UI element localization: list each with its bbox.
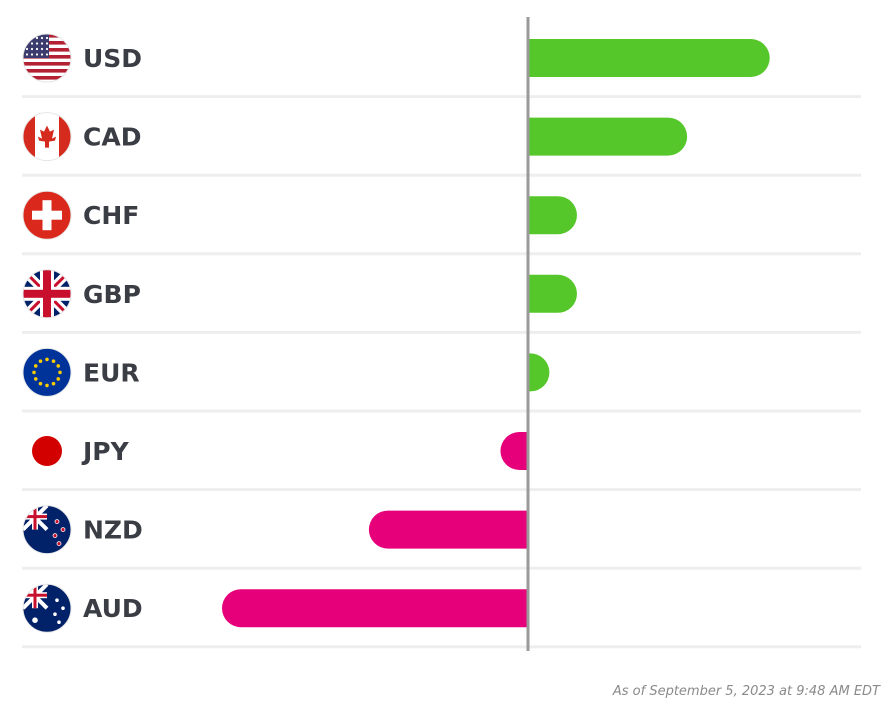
currency-label-nzd: NZD bbox=[83, 516, 143, 545]
currency-label-jpy: JPY bbox=[81, 437, 130, 466]
currency-label-eur: EUR bbox=[83, 358, 140, 387]
bar-cad bbox=[528, 117, 688, 156]
japan-flag-icon bbox=[23, 427, 71, 475]
currency-labels: USD CAD CHF GBP EUR JPY NZD AUD bbox=[81, 44, 143, 623]
eu-flag-icon bbox=[22, 347, 72, 397]
bar-nzd bbox=[368, 510, 528, 549]
row-divider bbox=[22, 409, 861, 413]
row-divider bbox=[22, 252, 861, 256]
row-divider bbox=[22, 330, 861, 334]
australia-flag-icon bbox=[22, 583, 72, 633]
canada-flag-icon bbox=[22, 112, 72, 162]
row-divider bbox=[22, 566, 861, 570]
bar-usd bbox=[528, 39, 770, 77]
bar-gbp bbox=[528, 274, 577, 313]
row-divider bbox=[22, 95, 861, 99]
bar-chf bbox=[528, 196, 577, 235]
currency-label-usd: USD bbox=[83, 44, 142, 73]
timestamp-footnote: As of September 5, 2023 at 9:48 AM EDT bbox=[612, 684, 880, 699]
bar-jpy bbox=[500, 432, 528, 470]
bars bbox=[222, 39, 770, 628]
new-zealand-flag-icon bbox=[22, 505, 72, 555]
bar-aud bbox=[222, 589, 528, 628]
switzerland-flag-icon bbox=[22, 190, 72, 240]
row-divider bbox=[22, 645, 861, 649]
row-dividers bbox=[22, 95, 861, 649]
us-flag-icon bbox=[22, 33, 72, 83]
currency-label-cad: CAD bbox=[83, 123, 141, 152]
uk-flag-icon bbox=[22, 269, 72, 319]
flags bbox=[22, 33, 72, 633]
bar-eur bbox=[528, 353, 550, 392]
row-divider bbox=[22, 173, 861, 177]
currency-label-gbp: GBP bbox=[83, 280, 141, 309]
currency-label-chf: CHF bbox=[83, 201, 139, 230]
row-divider bbox=[22, 488, 861, 492]
currency-label-aud: AUD bbox=[83, 594, 143, 623]
